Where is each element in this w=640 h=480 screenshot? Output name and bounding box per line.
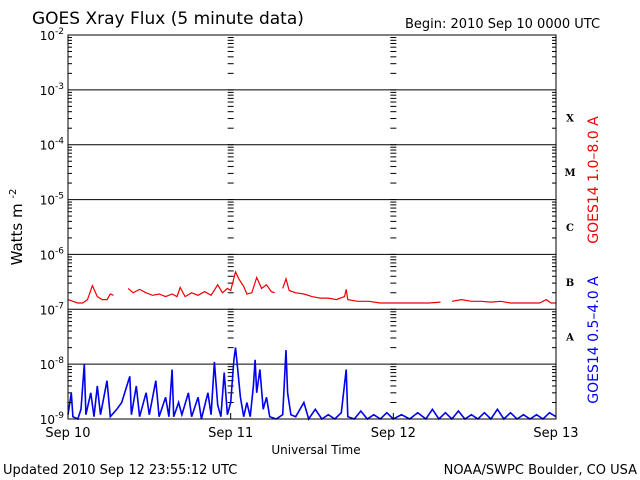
flare-class-label: A — [565, 333, 574, 344]
series-line-long — [127, 270, 275, 298]
x-tick-label: Sep 13 — [533, 426, 578, 441]
y-axis-ticks: 10-2 10-3 10-4 10-5 10-6 10-7 10-8 10-9 — [40, 27, 556, 427]
credit-text: NOAA/SWPC Boulder, CO USA — [444, 463, 637, 478]
chart-title: GOES Xray Flux (5 minute data) — [32, 9, 304, 29]
x-axis-ticks: Sep 10 Sep 11 Sep 12 Sep 13 — [45, 413, 579, 441]
flare-class-label: X — [566, 113, 574, 124]
series-layer — [67, 270, 557, 421]
y-tick-label: 10-7 — [40, 301, 64, 317]
flare-class-label: C — [566, 223, 574, 234]
y-tick-label: 10-6 — [40, 246, 65, 262]
series-line-short — [67, 347, 557, 421]
x-tick-label: Sep 12 — [371, 426, 416, 441]
x-tick-label: Sep 10 — [45, 426, 90, 441]
y-axis-label-exponent: -2 — [8, 189, 19, 199]
flare-class-label: B — [566, 278, 574, 289]
svg-text:Watts m -2: Watts m -2 — [8, 189, 26, 266]
legend-series-red: GOES14 1.0–8.0 A — [586, 116, 602, 244]
y-axis-label: Watts m — [8, 203, 26, 265]
series-line-long — [451, 298, 556, 304]
y-tick-label: 10-9 — [40, 411, 65, 427]
y-tick-label: 10-5 — [40, 192, 64, 208]
minor-ticks — [227, 37, 397, 403]
legend-series-blue: GOES14 0.5–4.0 A — [586, 276, 602, 404]
legend-blue-group: GOES14 0.5–4.0 A — [586, 276, 602, 404]
y-axis-label-group: Watts m -2 — [8, 189, 26, 266]
y-tick-label: 10-4 — [40, 137, 65, 153]
series-line-long — [282, 276, 441, 304]
y-tick-label: 10-2 — [40, 27, 64, 43]
grid-lines — [68, 34, 556, 420]
y-tick-label: 10-8 — [40, 356, 65, 372]
begin-label: Begin: 2010 Sep 10 0000 UTC — [405, 17, 600, 32]
flare-class-labels: X M C B A — [564, 113, 575, 343]
legend-red-group: GOES14 1.0–8.0 A — [586, 116, 602, 244]
flare-class-label: M — [564, 168, 575, 179]
x-axis-label: Universal Time — [271, 443, 360, 457]
x-tick-label: Sep 11 — [208, 426, 253, 441]
y-tick-label: 10-3 — [40, 82, 64, 98]
updated-timestamp: Updated 2010 Sep 12 23:55:12 UTC — [3, 463, 237, 478]
plot-frame — [67, 34, 557, 420]
series-line-long — [67, 283, 114, 304]
